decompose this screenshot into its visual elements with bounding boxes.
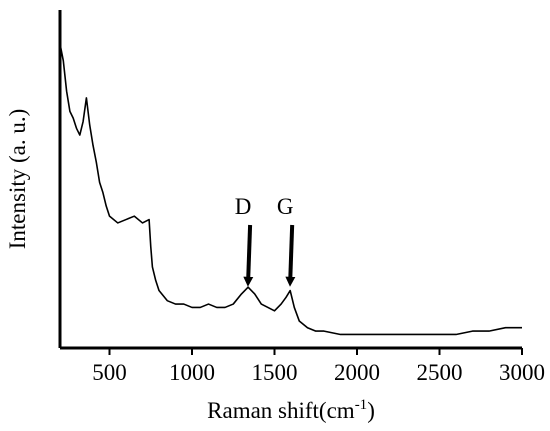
spectrum-line-0 — [59, 43, 522, 336]
x-tick-label-500: 500 — [92, 360, 127, 385]
annotation-arrow-d — [243, 224, 254, 287]
plot-area — [59, 43, 522, 336]
x-ticks: 500 1000 1500 2000 2500 3000 — [92, 348, 545, 385]
x-tick-label-2500: 2500 — [417, 360, 463, 385]
x-axis-label-main: Raman shift(cm — [207, 398, 355, 423]
annotation-arrow-g — [285, 224, 296, 287]
x-tick-label-1500: 1500 — [252, 360, 298, 385]
axes — [58, 10, 522, 350]
x-tick-label-1000: 1000 — [169, 360, 215, 385]
y-axis-label: Intensity (a. u.) — [5, 109, 30, 250]
x-axis-label: Raman shift(cm-1) — [207, 397, 375, 423]
annotation-label-d: D — [235, 194, 252, 219]
annotation-label-g: G — [277, 194, 294, 219]
x-axis-label-suffix: ) — [367, 398, 375, 423]
x-tick-label-3000: 3000 — [499, 360, 545, 385]
x-tick-label-2000: 2000 — [334, 360, 380, 385]
x-axis-label-superscript: -1 — [355, 397, 368, 413]
